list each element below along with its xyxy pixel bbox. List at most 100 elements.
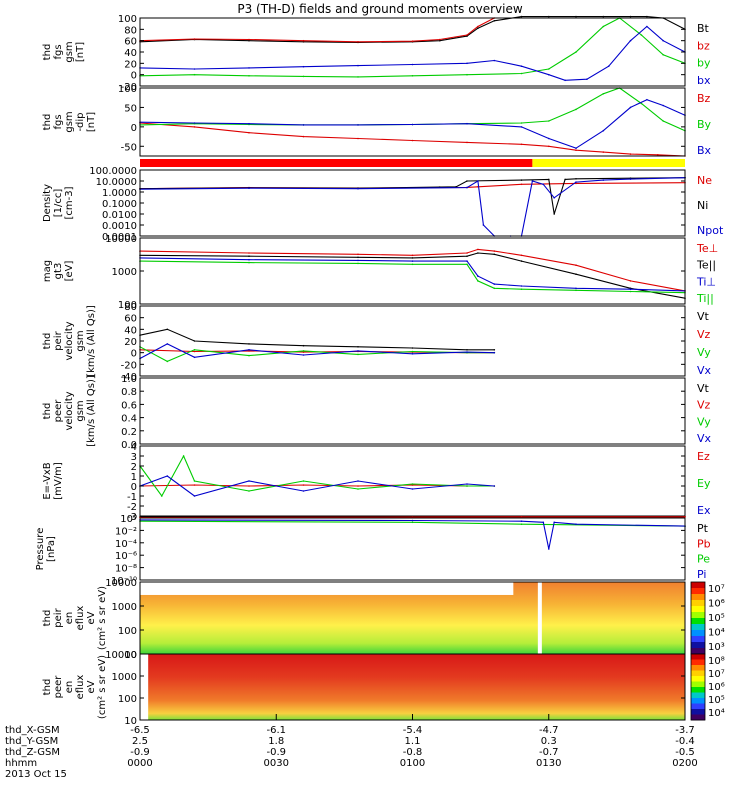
- data-point: [602, 151, 605, 153]
- legend-entry: Pe: [697, 553, 710, 566]
- data-point: [357, 262, 359, 265]
- data-point: [586, 78, 588, 80]
- data-point: [166, 343, 169, 345]
- y-tick-label: 10⁻⁸: [115, 564, 137, 575]
- data-point: [602, 15, 605, 18]
- y-tick-label: 20: [124, 59, 137, 70]
- y-axis-label: thd: [42, 610, 53, 627]
- y-tick-label: 100: [118, 626, 137, 637]
- data-point: [542, 183, 545, 186]
- y-tick-label: -40: [121, 372, 137, 383]
- data-point: [640, 34, 643, 36]
- data-point: [493, 287, 496, 290]
- data-point: [575, 181, 577, 183]
- y-tick-label: 10⁰: [120, 514, 137, 525]
- colorbar-tick-label: 10⁵: [708, 613, 725, 624]
- series-line-vt: [139, 328, 495, 351]
- data-point: [357, 346, 359, 348]
- y-axis-label: (cm² s sr eV): [97, 586, 108, 650]
- data-point: [302, 39, 305, 42]
- data-point: [193, 68, 196, 70]
- legend-entry: Vy: [697, 346, 711, 359]
- legend-entry: Te⊥: [696, 242, 718, 255]
- panel-2: -50 0 50 100 thd fgs gsm -dip [nT] Bz By Bx: [42, 84, 712, 157]
- data-point: [629, 106, 632, 109]
- data-point: [477, 27, 479, 30]
- data-point: [302, 490, 305, 492]
- footer-value: -6.1: [266, 725, 286, 736]
- series-line-npot: [139, 177, 686, 237]
- data-point: [357, 76, 359, 78]
- data-point: [548, 68, 550, 70]
- colorbar-tick-label: 10³: [708, 642, 725, 653]
- legend-entry: By: [697, 118, 712, 131]
- data-point: [193, 350, 196, 353]
- data-point: [629, 280, 632, 282]
- y-tick-label: 40: [124, 325, 137, 336]
- y-tick-label: 10000: [105, 234, 137, 245]
- y-axis-label: fgs: [53, 44, 64, 59]
- colorbar-tick-label: 10⁷: [708, 669, 725, 680]
- data-point: [575, 149, 577, 151]
- data-point: [248, 187, 250, 189]
- data-point: [466, 485, 468, 487]
- colorbar-tick-label: 10⁶: [708, 682, 725, 693]
- data-point: [248, 255, 250, 257]
- data-point: [411, 347, 414, 349]
- data-point: [575, 289, 577, 292]
- footer-value: -5.4: [403, 725, 423, 736]
- colorbar-segment: [691, 681, 705, 688]
- data-point: [466, 252, 468, 254]
- data-point: [411, 139, 414, 142]
- data-point: [629, 288, 632, 291]
- colorbar-segment: [691, 582, 705, 589]
- legend-entry: bx: [697, 74, 711, 87]
- data-point: [662, 39, 664, 42]
- colorbar-segment: [691, 618, 705, 625]
- data-point: [411, 123, 414, 126]
- y-axis-label: [nPa]: [46, 536, 57, 562]
- legend-entry: Ey: [697, 477, 711, 490]
- footer-row-label: thd_Z-GSM: [5, 747, 60, 758]
- series-line-bz: [139, 17, 495, 43]
- y-axis-label: [eV]: [64, 261, 75, 282]
- data-point: [531, 180, 534, 182]
- legend-entry: Te||: [696, 259, 716, 272]
- data-point: [302, 135, 305, 138]
- data-point: [520, 288, 523, 291]
- mode-bar: [140, 159, 685, 167]
- legend-entry: Ne: [697, 174, 712, 187]
- y-tick-label: 10⁻²: [115, 526, 137, 537]
- colorbar-segment: [691, 612, 705, 619]
- colorbar-segment: [691, 670, 705, 677]
- data-point: [193, 340, 196, 342]
- data-point: [520, 520, 523, 522]
- colorbar-segment: [691, 665, 705, 671]
- data-point: [166, 328, 169, 331]
- y-axis-label: thd: [42, 44, 53, 61]
- footer-value: 0100: [400, 758, 425, 769]
- data-point: [248, 343, 250, 345]
- data-point: [520, 516, 523, 518]
- heatmap-area: [140, 654, 685, 720]
- legend-entry: Ti⊥: [696, 275, 716, 288]
- y-axis-label: peir: [53, 607, 64, 627]
- data-point: [548, 120, 550, 122]
- data-point: [439, 39, 441, 42]
- y-tick-label: 1000: [112, 672, 137, 683]
- footer-value: -0.9: [266, 747, 286, 758]
- colorbar-segment: [691, 659, 705, 666]
- data-point: [564, 79, 566, 82]
- data-point: [357, 137, 359, 140]
- data-point: [575, 523, 577, 525]
- data-point: [193, 122, 196, 124]
- series-line-pb: [139, 516, 685, 519]
- data-point: [357, 187, 359, 190]
- y-axis-label: thd: [42, 114, 53, 131]
- data-point: [411, 350, 414, 353]
- colorbar-segment: [691, 588, 705, 595]
- y-axis-label: en: [64, 681, 75, 694]
- data-point: [520, 260, 523, 262]
- data-point: [302, 350, 305, 352]
